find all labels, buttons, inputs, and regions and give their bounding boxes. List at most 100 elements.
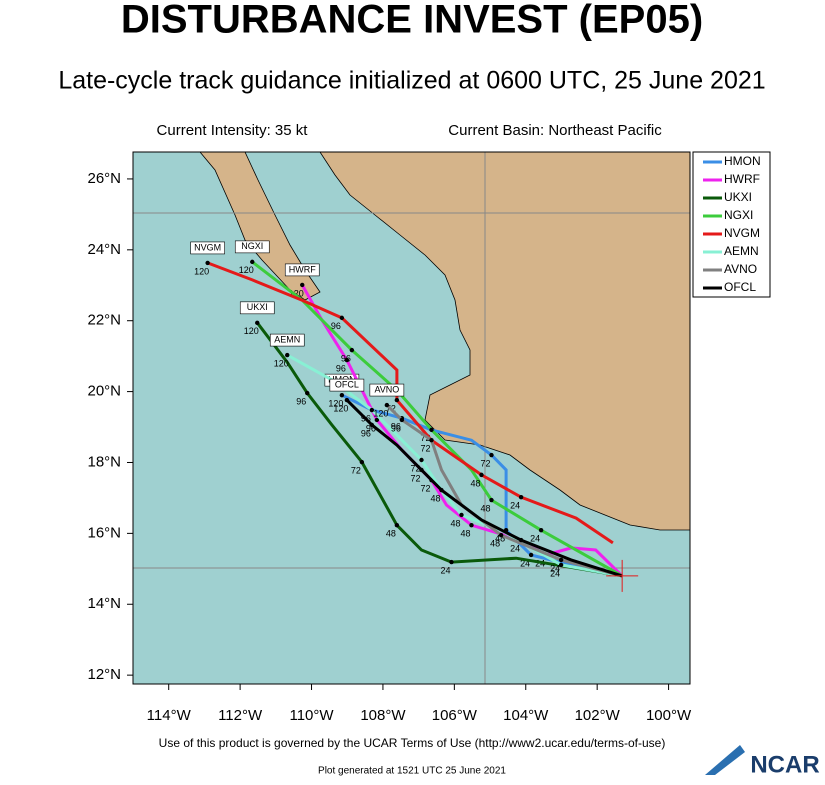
track-point <box>384 402 390 408</box>
hour-label: 72 <box>420 433 430 443</box>
track-point <box>344 397 350 403</box>
hour-label: 96 <box>341 354 351 364</box>
hour-label: 96 <box>391 422 401 432</box>
y-tick-label: 18°N <box>87 453 121 470</box>
hour-label: 24 <box>520 558 530 568</box>
legend-label: NVGM <box>724 226 760 240</box>
hour-label: 48 <box>480 503 490 513</box>
x-tick-label: 108°W <box>360 707 406 724</box>
legend <box>692 151 771 298</box>
hour-label: 120 <box>194 266 209 276</box>
track-point <box>429 437 434 443</box>
hour-label: 96 <box>361 428 371 438</box>
x-tick-label: 102°W <box>575 707 621 724</box>
legend-label: OFCL <box>724 280 756 294</box>
frame <box>132 151 691 685</box>
map-area: 24487296120HMON2448729696120HWRF24487296… <box>133 152 690 684</box>
hour-label: 120 <box>289 288 304 298</box>
track-point <box>359 459 365 465</box>
track-point <box>339 392 345 398</box>
hour-label: 120 <box>328 399 343 409</box>
y-tick-label: 26°N <box>87 170 121 187</box>
terms: Use of this product is governed by the U… <box>159 736 666 750</box>
track-point <box>205 260 210 266</box>
track-point <box>285 352 290 358</box>
model-box <box>269 333 305 347</box>
track-point <box>518 537 524 543</box>
track-point <box>429 427 434 433</box>
track <box>385 404 623 578</box>
track-point <box>439 487 444 493</box>
model-box <box>329 378 365 392</box>
track-point <box>374 417 380 423</box>
track-point <box>538 527 544 533</box>
track-point <box>489 497 494 503</box>
hour-label: 96 <box>331 321 341 331</box>
model-box <box>234 240 270 254</box>
track-point <box>349 347 355 353</box>
hour-label: 96 <box>366 423 376 433</box>
hour-label: 24 <box>510 543 520 553</box>
hour-label: 48 <box>386 529 396 539</box>
track <box>256 321 623 578</box>
legend-label: HWRF <box>724 172 760 186</box>
hour-label: 24 <box>530 534 540 544</box>
intensity: Current Intensity: 35 kt <box>157 122 309 139</box>
track-point <box>469 523 474 528</box>
y-tick-label: 14°N <box>87 595 121 612</box>
model-label: HWRF <box>289 264 316 274</box>
hour-label: 48 <box>490 539 500 549</box>
baja <box>199 152 321 301</box>
title: DISTURBANCE INVEST (EP05) <box>121 0 703 42</box>
legend-label: HMON <box>724 154 761 168</box>
x-tick-label: 114°W <box>147 707 192 724</box>
logo: NCAR <box>750 751 819 778</box>
legend-label: NGXI <box>724 208 753 222</box>
hour-label: 48 <box>450 518 460 528</box>
subtitle: Late-cycle track guidance initialized at… <box>58 67 765 95</box>
track-point <box>339 315 345 321</box>
model-box <box>239 301 275 315</box>
model-label: NGXI <box>241 241 263 251</box>
track-point <box>344 357 350 363</box>
y-tick-label: 22°N <box>87 312 121 329</box>
hour-label: 72 <box>410 463 420 473</box>
track-point <box>394 397 400 403</box>
y-tick-label: 12°N <box>87 666 121 683</box>
y-tick-label: 24°N <box>87 241 121 258</box>
y-tick-label: 16°N <box>87 524 121 541</box>
hour-label: 24 <box>550 563 560 573</box>
track-point <box>479 472 484 478</box>
legend-label: AEMN <box>724 244 759 258</box>
hour-label: 120 <box>239 265 254 275</box>
hour-label: 96 <box>391 423 401 433</box>
track-point <box>459 512 464 518</box>
hour-label: 48 <box>460 529 470 539</box>
tracks: 24487296120HMON2448729696120HWRF24487296… <box>190 240 639 592</box>
model-label: AEMN <box>274 334 300 344</box>
track-point <box>394 523 400 528</box>
model-label: AVNO <box>374 384 399 394</box>
model-label: OFCL <box>335 379 359 389</box>
hour-label: 120 <box>244 326 259 336</box>
hour-label: 48 <box>430 494 440 504</box>
generated: Plot generated at 1521 UTC 25 June 2021 <box>318 766 506 777</box>
model-box <box>190 241 225 255</box>
logo-mark <box>705 745 745 775</box>
track-point <box>449 559 454 565</box>
hour-label: 96 <box>336 363 346 373</box>
track-point <box>419 457 424 463</box>
legend-items: HMON HWRF UKXI NGXI NVGM AEMN AVNO OFCL <box>703 154 761 294</box>
hour-label: 72 <box>410 473 420 483</box>
legend-label: AVNO <box>724 262 757 276</box>
hour-label: 48 <box>495 534 505 544</box>
x-tick-label: 106°W <box>432 707 478 724</box>
hour-label: 72 <box>351 466 361 476</box>
track-point <box>558 557 564 563</box>
track-point <box>250 259 255 265</box>
x-tick-label: 100°W <box>646 707 692 724</box>
hour-label: 96 <box>296 396 306 406</box>
basin: Current Basin: Northeast Pacific <box>448 122 662 139</box>
hour-label: 24 <box>550 568 560 578</box>
